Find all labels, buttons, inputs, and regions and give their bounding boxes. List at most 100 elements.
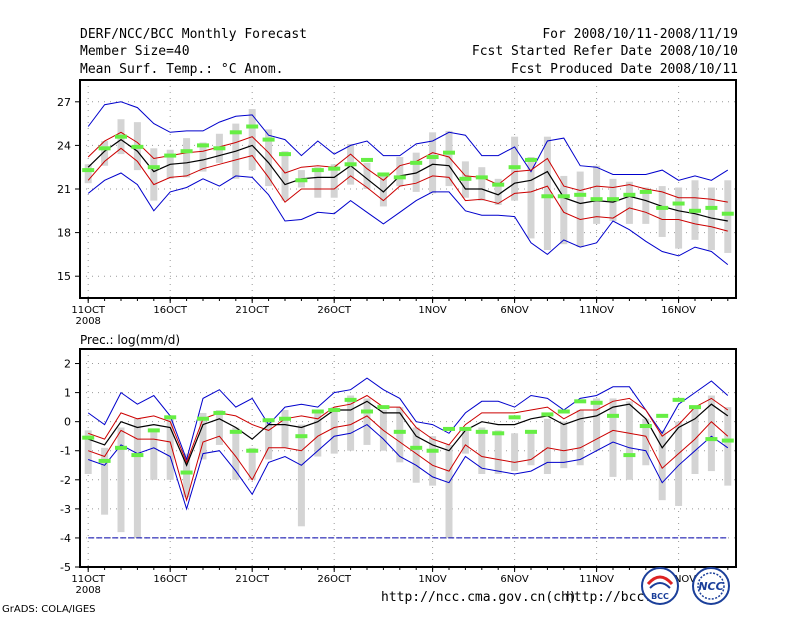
observed-marker: [344, 162, 357, 167]
ensemble-box: [101, 447, 109, 515]
ensemble-box: [724, 407, 732, 486]
observed-marker: [131, 144, 144, 149]
ensemble-box: [330, 164, 338, 198]
ensemble-box: [675, 187, 683, 249]
ensemble-box: [248, 447, 256, 480]
observed-marker: [410, 160, 423, 165]
ensemble-box: [691, 407, 699, 474]
series-mean-line: [87, 138, 728, 222]
x-tick-label: 21OCT: [235, 574, 270, 585]
observed-marker: [607, 197, 619, 202]
x-tick-label: 6NOV: [500, 305, 529, 316]
observed-marker: [656, 413, 669, 418]
ensemble-box: [527, 157, 535, 239]
ensemble-box: [478, 167, 486, 201]
ensemble-box: [707, 395, 715, 472]
ensemble-box: [281, 410, 289, 448]
ensemble-box: [265, 129, 273, 187]
y-tick-label: -1: [60, 445, 71, 458]
series-max-line: [87, 101, 729, 181]
observed-marker: [361, 409, 373, 414]
ensemble-box: [560, 175, 568, 245]
observed-marker: [557, 409, 570, 414]
x-tick-label: 1NOV: [418, 574, 447, 585]
series-min-line: [87, 172, 729, 265]
observed-marker: [721, 211, 734, 216]
observed-marker: [492, 182, 505, 187]
x-tick-label: 1NOV: [418, 305, 447, 316]
observed-marker: [213, 146, 226, 151]
bcc-logo-text: BCC: [651, 592, 669, 601]
url-ncc[interactable]: http://ncc.cma.gov.cn(ch): [381, 590, 577, 605]
y-tick-label: -5: [60, 561, 71, 574]
ensemble-box: [347, 395, 355, 451]
observed-marker: [590, 197, 603, 202]
x-tick-label: 16OCT: [153, 574, 188, 585]
ensemble-box: [117, 427, 125, 533]
observed-marker: [115, 134, 127, 139]
y-tick-label: 1: [64, 387, 71, 400]
x-tick-label: 16NOV: [661, 574, 696, 585]
ensemble-box: [379, 174, 387, 207]
ensemble-box: [166, 415, 174, 480]
plot-frame: [79, 348, 737, 568]
ensemble-box: [658, 430, 666, 501]
series-lower-line: [87, 147, 728, 232]
y-tick-label: 21: [57, 183, 71, 196]
bcc-logo: BCC: [640, 566, 680, 606]
observed-marker: [164, 415, 177, 420]
chart-title: DERF/NCC/BCC Monthly Forecast: [80, 27, 307, 42]
observed-marker: [475, 429, 488, 434]
observed-marker: [623, 192, 636, 197]
ensemble-box: [511, 433, 519, 472]
observed-marker: [197, 143, 209, 148]
observed-marker: [721, 438, 734, 443]
ensemble-box: [625, 401, 633, 480]
observed-marker: [443, 426, 455, 431]
observed-marker: [246, 448, 259, 453]
observed-marker: [557, 194, 570, 199]
ensemble-box: [297, 424, 305, 527]
ensemble-box: [642, 418, 650, 466]
observed-marker: [164, 153, 177, 158]
observed-marker: [459, 426, 472, 431]
ensemble-box: [150, 430, 158, 480]
ensemble-box: [576, 410, 584, 466]
observed-marker: [623, 453, 636, 458]
observed-marker: [98, 458, 111, 463]
ensemble-box: [593, 398, 601, 451]
observed-marker: [115, 445, 127, 450]
x-tick-label: 21OCT: [235, 305, 270, 316]
ensemble-box: [150, 148, 158, 201]
y-tick-label: -2: [60, 474, 71, 487]
observed-marker: [328, 408, 341, 413]
observed-marker: [377, 405, 390, 410]
observed-marker: [492, 431, 505, 436]
observed-marker: [426, 448, 439, 453]
observed-marker: [262, 418, 275, 423]
ensemble-box: [232, 427, 240, 480]
ensemble-box: [625, 181, 633, 224]
observed-marker: [295, 434, 308, 439]
observed-marker: [131, 453, 144, 458]
series-upper-line: [88, 394, 729, 464]
observed-marker: [98, 146, 111, 151]
observed-marker: [279, 152, 291, 157]
ensemble-box: [215, 410, 223, 445]
precip-title: Prec.: log(mm/d): [80, 333, 180, 347]
ensemble-box: [461, 430, 469, 454]
ensemble-box: [396, 157, 404, 187]
url-bcc[interactable]: http://bcc.c: [566, 590, 660, 605]
ensemble-box: [658, 186, 666, 237]
ensemble-box: [543, 136, 551, 251]
x-tick-label: 11NOV: [579, 574, 614, 585]
ensemble-box: [199, 142, 207, 172]
observed-marker: [525, 429, 537, 434]
ensemble-box: [248, 109, 256, 171]
ensemble-box: [724, 180, 732, 253]
precipitation-panel: -5 -4 -3 -2 -1 0 1 2 11OCT 16OCT 21OCT 26OCT 1NOV 6NO…: [60, 333, 737, 596]
observed-marker: [246, 124, 259, 129]
y-tick-label: 15: [57, 270, 71, 283]
year-label: 2008: [75, 585, 100, 596]
year-label: 2008: [75, 316, 100, 327]
